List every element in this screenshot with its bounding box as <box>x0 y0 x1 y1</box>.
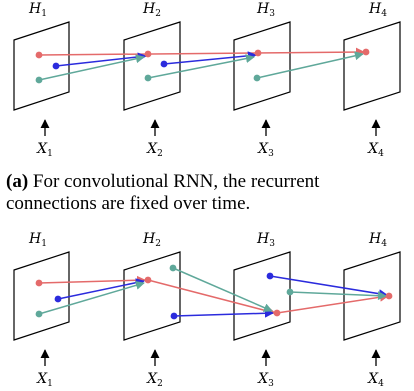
blue-node <box>54 295 62 303</box>
teal-connection-1 <box>38 54 145 81</box>
teal-connection-1 <box>38 280 145 315</box>
red-node <box>362 48 370 56</box>
panel-1 <box>13 251 70 341</box>
blue-node <box>266 272 274 280</box>
teal-node <box>35 310 43 318</box>
teal-node <box>253 74 261 82</box>
panel-4 <box>343 21 401 111</box>
red-connection <box>38 47 365 57</box>
red-node <box>144 276 152 284</box>
hidden-label-4: H4 <box>368 231 387 249</box>
panel-1 <box>13 21 70 111</box>
red-node <box>35 279 43 287</box>
blue-connection-1 <box>57 278 145 300</box>
hidden-label-3: H3 <box>256 231 275 249</box>
diagram-a: H1 H2 H3 H4 X1 X2 X3 X4 <box>13 1 401 159</box>
red-connection-2 <box>147 279 276 316</box>
blue-connection-2 <box>163 51 257 65</box>
hidden-label-4: H4 <box>368 1 387 19</box>
teal-node <box>286 288 294 296</box>
teal-node <box>144 74 152 82</box>
hidden-label-2: H2 <box>142 1 161 19</box>
red-node <box>144 50 152 58</box>
teal-connection-2 <box>172 267 273 312</box>
hidden-label-3: H3 <box>256 1 275 19</box>
input-label-2: X2 <box>146 141 163 159</box>
teal-connection-3 <box>289 291 387 301</box>
hidden-label-1: H1 <box>28 1 47 19</box>
red-node <box>273 309 281 317</box>
panel-2 <box>123 21 181 111</box>
input-label-2: X2 <box>146 371 163 389</box>
teal-node <box>169 264 177 272</box>
input-label-3: X3 <box>257 141 274 159</box>
red-node <box>385 292 393 300</box>
blue-node <box>170 312 178 320</box>
red-connection-1 <box>38 275 146 285</box>
teal-connection-3 <box>256 51 364 79</box>
hidden-label-1: H1 <box>28 231 47 249</box>
input-label-4: X4 <box>367 371 384 389</box>
blue-connection-1 <box>55 52 147 67</box>
red-connection-3 <box>276 292 389 314</box>
blue-connection-2 <box>173 308 274 318</box>
teal-connection-2 <box>147 54 255 79</box>
panel-3 <box>233 251 291 341</box>
red-node <box>35 51 43 59</box>
hidden-label-2: H2 <box>142 231 161 249</box>
panel-2 <box>123 251 181 341</box>
panel-3 <box>233 21 291 111</box>
caption-tag: (a) <box>6 171 29 192</box>
diagram-b: H1 H2 H3 H4 X1 X2 <box>13 231 401 389</box>
blue-node <box>52 62 60 70</box>
input-label-1: X1 <box>36 141 53 159</box>
input-label-1: X1 <box>36 371 53 389</box>
teal-node <box>35 76 43 84</box>
figure-caption: (a) For convolutional RNN, the recurrent… <box>6 171 408 215</box>
red-node <box>254 49 262 57</box>
input-label-4: X4 <box>367 141 384 159</box>
panel-4 <box>343 251 401 341</box>
blue-connection-3 <box>269 275 388 299</box>
input-label-3: X3 <box>257 371 274 389</box>
blue-node <box>160 60 168 68</box>
caption-text: For convolutional RNN, the recurrent con… <box>6 171 320 214</box>
